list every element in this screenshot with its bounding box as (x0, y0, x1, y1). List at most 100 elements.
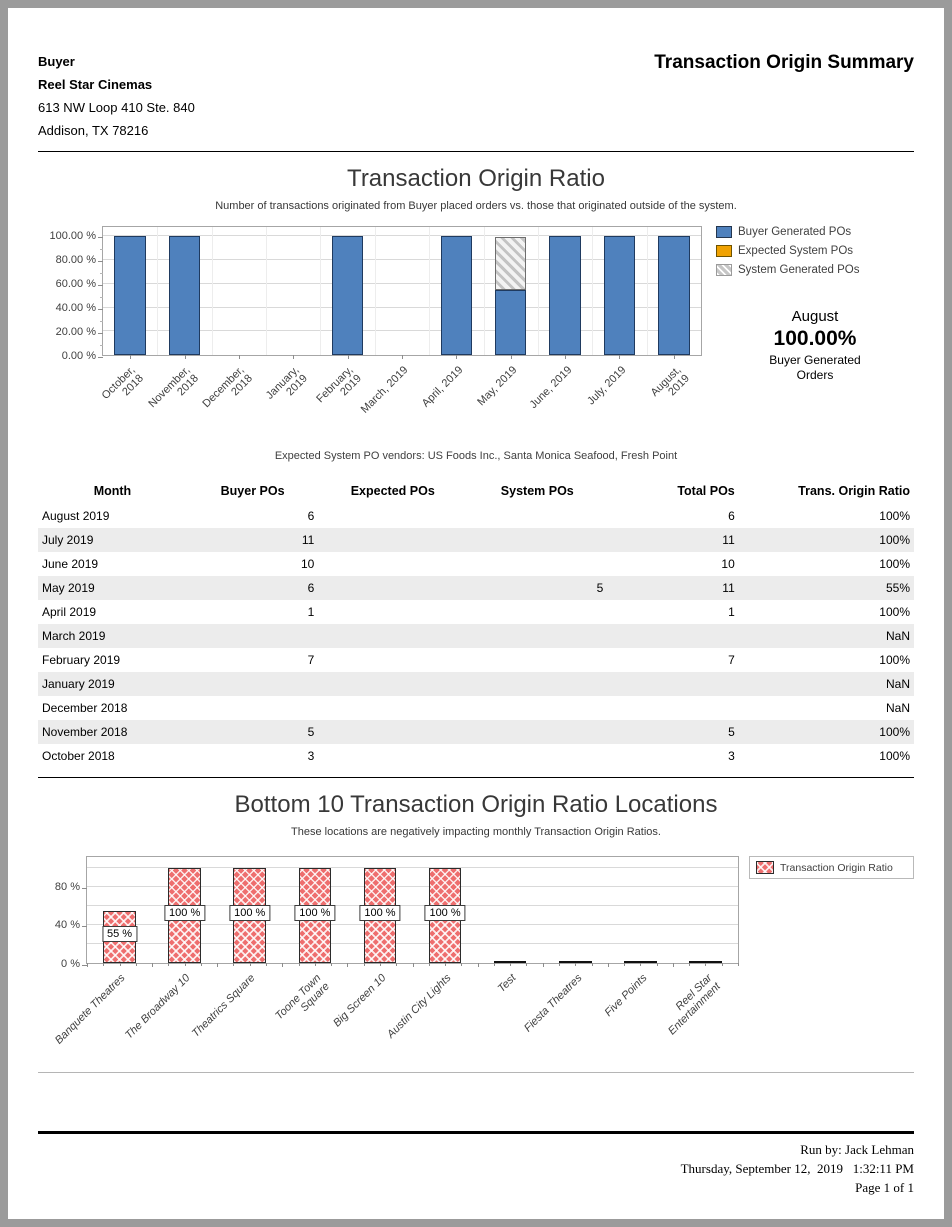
legend-item-system-generated-pos: System Generated POs (716, 264, 914, 276)
x-tick (200, 963, 202, 966)
x-tick (575, 963, 577, 966)
bar-june-2019 (549, 236, 581, 355)
table-cell: 6 (307, 581, 315, 595)
gridline (266, 227, 268, 355)
table-divider (38, 777, 914, 778)
y-tick-mark (82, 887, 87, 889)
x-tick (412, 963, 414, 967)
bar-november-2018 (168, 236, 201, 355)
chart2-y-axis: 80 % 40 % 0 % (38, 856, 86, 970)
table-cell: 7 (728, 653, 735, 667)
x-tick (379, 963, 381, 966)
table-cell: 3 (307, 749, 315, 763)
chart1-plot (98, 226, 702, 359)
gridline (103, 259, 701, 261)
table-cell (187, 672, 318, 696)
run-by: Run by: Jack Lehman (800, 1142, 914, 1157)
table-row-october-2018: October 2018 3 3 100% (38, 744, 914, 768)
run-datetime: Thursday, September 12, 2019 1:32:11 PM (680, 1161, 914, 1176)
gridline (320, 227, 322, 355)
legend-label: Expected System POs (738, 245, 854, 257)
legend-item-buyer-generated-pos: Buyer Generated POs (716, 226, 914, 238)
y-tick-label: 60.00 % (55, 277, 96, 290)
table-cell (467, 552, 607, 576)
table-cell: October 2018 (42, 749, 115, 763)
table-cell: NaN (885, 701, 910, 715)
table-row-june-2019: June 2019 10 10 100% (38, 552, 914, 576)
table-row-march-2019: March 2019 NaN (38, 624, 914, 648)
y-tick-minor (100, 272, 103, 274)
chart1-title: Transaction Origin Ratio (347, 165, 605, 192)
gridline (592, 227, 594, 355)
buyer-name: Reel Star Cinemas (38, 77, 153, 92)
x-tick (298, 963, 300, 966)
x-tick (565, 355, 567, 359)
x-tick (184, 963, 186, 966)
y-tick-label: 40.00 % (55, 301, 96, 314)
table-cell: November 2018 (42, 725, 128, 739)
y-tick-label: 20.00 % (55, 325, 96, 338)
y-tick-mark (98, 236, 103, 238)
monthly-summary-table-section: Month Buyer POs Expected POs System POs Tota… (38, 478, 914, 768)
table-cell (187, 624, 318, 648)
chart2-plot: 55 % 100 % 100 % 100 % 100 % 100 % (82, 856, 739, 967)
chart1-side-panel: Buyer Generated POs Expected System POs Sy… (702, 226, 914, 448)
x-tick (130, 355, 132, 359)
bar-value-label: 100 % (359, 904, 401, 921)
bar-five-points (624, 961, 657, 963)
table-cell: 7 (307, 653, 315, 667)
chart2-subtitle: These locations are negatively impacting… (291, 826, 661, 838)
table-cell: 100% (879, 653, 910, 667)
table-cell: 6 (728, 509, 735, 523)
y-tick-mark (82, 965, 87, 966)
table-cell: July 2019 (42, 533, 94, 547)
expected-system-pos-swatch (716, 245, 732, 257)
bar-february-2019 (331, 236, 364, 355)
expected-vendors-footnote: Expected System PO vendors: US Foods Inc… (274, 450, 678, 462)
table-cell: 100% (879, 749, 910, 763)
y-tick-mark (98, 284, 103, 286)
x-tick (135, 963, 137, 966)
table-cell: 100% (879, 605, 910, 619)
bar-value-label: 100 % (164, 904, 206, 921)
table-cell (467, 744, 607, 768)
x-tick (217, 963, 219, 967)
chart2-legend: Transaction Origin Ratio (749, 856, 914, 879)
table-header-row: Month Buyer POs Expected POs System POs Tota… (38, 478, 914, 504)
y-tick-label: 0.00 % (61, 350, 96, 362)
report-title: Transaction Origin Summary (654, 52, 914, 73)
table-row-april-2019: April 2019 1 1 100% (38, 600, 914, 624)
table-row-february-2019: February 2019 7 7 100% (38, 648, 914, 672)
callout-month: August (791, 308, 839, 325)
x-tick (293, 355, 295, 359)
bar-system-may-2019 (494, 236, 527, 290)
x-tick (331, 963, 333, 966)
y-tick-label: 100.00 % (49, 229, 96, 242)
column-header-system-pos: System POs (500, 484, 574, 498)
x-tick (624, 963, 626, 966)
chart1-plot-area: 100.00 % 80.00 % 60.00 % 40.00 % 20.00 % 0.00… (38, 226, 702, 448)
x-tick (461, 963, 463, 966)
table-cell: 3 (728, 749, 735, 763)
gridline (374, 227, 376, 355)
x-tick (591, 963, 593, 966)
x-tick (238, 355, 240, 359)
x-tick (152, 963, 154, 967)
table-cell (318, 528, 467, 552)
transaction-origin-ratio-swatch (756, 861, 774, 874)
buyer-block: Buyer Reel Star Cinemas 613 NW Loop 410 … (38, 50, 914, 142)
x-tick (477, 963, 479, 967)
gridline (211, 227, 213, 355)
x-tick (266, 963, 268, 966)
table-cell (318, 672, 467, 696)
x-tick (738, 963, 739, 966)
table-cell: 100% (879, 557, 910, 571)
transaction-origin-ratio-section: Transaction Origin Ratio Number of trans… (38, 165, 914, 462)
x-tick (721, 963, 723, 966)
table-cell: 5 (596, 581, 604, 595)
x-tick (672, 963, 674, 967)
table-cell (318, 576, 467, 600)
table-cell (607, 672, 738, 696)
column-header-month: Month (93, 484, 132, 498)
x-tick (689, 963, 691, 966)
